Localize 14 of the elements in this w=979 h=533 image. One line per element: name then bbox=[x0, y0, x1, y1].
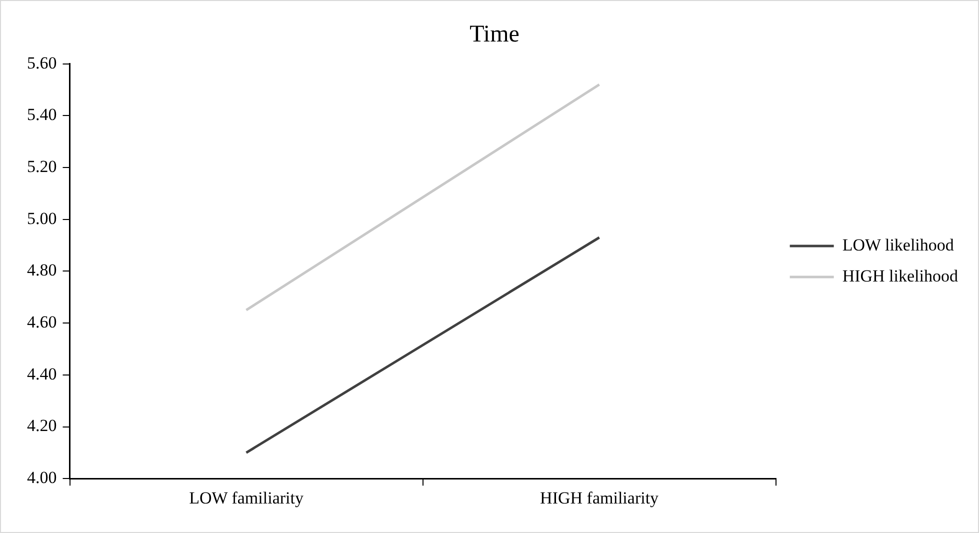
y-tick-label: 5.20 bbox=[27, 156, 57, 176]
y-tick-label: 4.40 bbox=[27, 364, 57, 384]
legend-label: HIGH likelihood bbox=[842, 266, 958, 286]
y-tick-label: 5.40 bbox=[27, 105, 57, 124]
x-tick-label: LOW familiarity bbox=[189, 488, 304, 508]
y-tick-label: 5.00 bbox=[27, 208, 57, 228]
x-tick-label: HIGH familiarity bbox=[540, 488, 660, 508]
y-tick-label: 5.60 bbox=[27, 53, 57, 72]
y-tick-label: 4.00 bbox=[27, 468, 57, 488]
y-tick-label: 4.20 bbox=[27, 416, 57, 436]
y-tick-label: 4.80 bbox=[27, 260, 57, 280]
legend-label: LOW likelihood bbox=[842, 235, 954, 254]
chart-title: Time bbox=[470, 22, 520, 48]
y-tick-label: 4.60 bbox=[27, 312, 57, 332]
